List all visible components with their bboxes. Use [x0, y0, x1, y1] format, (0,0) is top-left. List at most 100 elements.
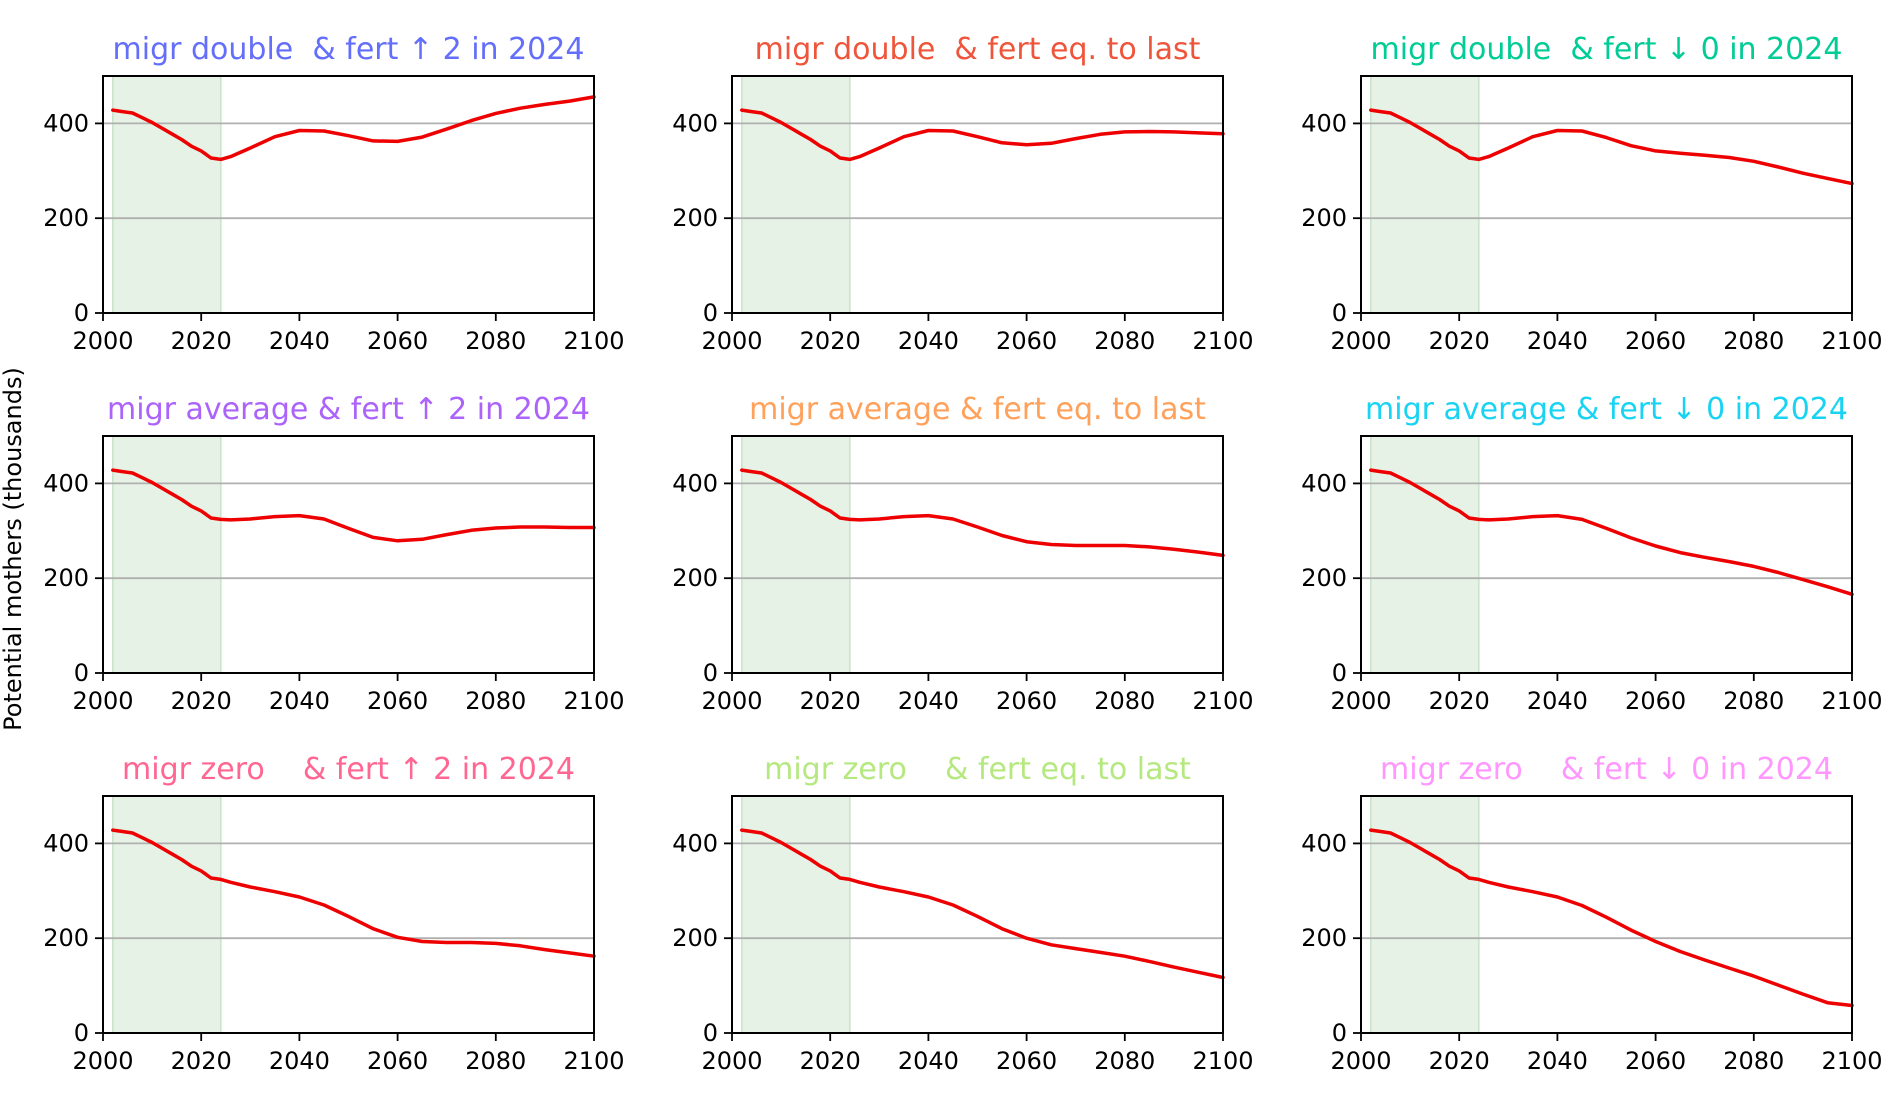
axes-frame — [102, 75, 595, 314]
highlight-span — [112, 75, 222, 314]
x-tick-label: 2100 — [1821, 687, 1882, 715]
x-tick-label: 2100 — [563, 327, 624, 355]
x-tick-label: 2080 — [1094, 327, 1155, 355]
panel-5: 2000 2020 2040 2060 2080 2100 0 200 400 migr aver… — [672, 392, 1253, 715]
x-tick-label: 2000 — [72, 1047, 133, 1075]
panel-4: 2000 2020 2040 2060 2080 2100 0 200 400 migr aver… — [43, 392, 624, 715]
y-tick-label: 400 — [1301, 829, 1347, 857]
y-tick-label: 400 — [1301, 109, 1347, 137]
x-tick-label: 2000 — [701, 1047, 762, 1075]
x-tick-label: 2080 — [1094, 687, 1155, 715]
panel-title: migr zero & fert ↑ 2 in 2024 — [122, 752, 575, 787]
x-tick-label: 2080 — [1723, 1047, 1784, 1075]
x-tick-label: 2020 — [800, 327, 861, 355]
panel-9: 2000 2020 2040 2060 2080 2100 0 200 400 migr zero… — [1301, 752, 1882, 1075]
y-tick-label: 0 — [703, 299, 718, 327]
y-tick-label: 400 — [672, 109, 718, 137]
x-tick-label: 2020 — [1429, 327, 1490, 355]
y-tick-label: 0 — [703, 659, 718, 687]
highlight-span — [1370, 435, 1480, 674]
y-tick-label: 200 — [672, 564, 718, 592]
y-tick-label: 400 — [43, 469, 89, 497]
panel-8: 2000 2020 2040 2060 2080 2100 0 200 400 migr zero… — [672, 752, 1253, 1075]
panel-title: migr average & fert ↑ 2 in 2024 — [107, 392, 590, 427]
axes-frame — [731, 435, 1224, 674]
x-tick-label: 2080 — [1094, 1047, 1155, 1075]
y-tick-label: 200 — [43, 204, 89, 232]
x-tick-label: 2000 — [701, 687, 762, 715]
x-tick-label: 2080 — [465, 1047, 526, 1075]
x-tick-label: 2020 — [171, 1047, 232, 1075]
panel-title: migr double & fert ↑ 2 in 2024 — [113, 32, 585, 67]
y-tick-label: 0 — [74, 1019, 89, 1047]
panel-7: 2000 2020 2040 2060 2080 2100 0 200 400 migr zero… — [43, 752, 624, 1075]
y-tick-label: 400 — [672, 469, 718, 497]
series-line — [740, 468, 1225, 558]
series-line — [111, 468, 596, 543]
panel-2: 2000 2020 2040 2060 2080 2100 0 200 400 migr doub… — [672, 32, 1253, 355]
y-tick-label: 0 — [1332, 299, 1347, 327]
x-tick-label: 2020 — [171, 327, 232, 355]
x-tick-label: 2080 — [1723, 687, 1784, 715]
x-tick-label: 2060 — [1625, 1047, 1686, 1075]
y-tick-label: 400 — [43, 829, 89, 857]
series-line — [1369, 108, 1854, 186]
x-tick-label: 2040 — [269, 327, 330, 355]
x-tick-label: 2020 — [800, 1047, 861, 1075]
x-tick-label: 2020 — [171, 687, 232, 715]
panel-title: migr average & fert eq. to last — [749, 392, 1206, 427]
x-tick-label: 2040 — [269, 1047, 330, 1075]
x-tick-label: 2060 — [367, 327, 428, 355]
x-tick-label: 2040 — [898, 327, 959, 355]
y-tick-label: 0 — [74, 659, 89, 687]
x-tick-label: 2080 — [465, 327, 526, 355]
panel-title: migr double & fert eq. to last — [755, 32, 1201, 67]
y-tick-label: 200 — [1301, 564, 1347, 592]
axes-frame — [1360, 435, 1853, 674]
highlight-span — [112, 435, 222, 674]
x-tick-label: 2040 — [898, 687, 959, 715]
axes-frame — [1360, 795, 1853, 1034]
y-tick-label: 200 — [672, 924, 718, 952]
x-tick-label: 2000 — [1330, 687, 1391, 715]
x-tick-label: 2020 — [800, 687, 861, 715]
x-tick-label: 2040 — [269, 687, 330, 715]
panel-title: migr zero & fert eq. to last — [764, 752, 1191, 787]
x-tick-label: 2020 — [1429, 687, 1490, 715]
axes-frame — [102, 435, 595, 674]
axes-frame — [102, 795, 595, 1034]
x-tick-label: 2000 — [72, 327, 133, 355]
panel-3: 2000 2020 2040 2060 2080 2100 0 200 400 migr doub… — [1301, 32, 1882, 355]
series-line — [740, 108, 1225, 162]
y-tick-label: 0 — [1332, 1019, 1347, 1047]
x-tick-label: 2080 — [465, 687, 526, 715]
y-tick-label: 400 — [1301, 469, 1347, 497]
y-tick-label: 0 — [703, 1019, 718, 1047]
highlight-span — [112, 795, 222, 1034]
y-tick-label: 0 — [74, 299, 89, 327]
x-tick-label: 2060 — [367, 687, 428, 715]
x-tick-label: 2100 — [1192, 687, 1253, 715]
x-tick-label: 2100 — [1192, 327, 1253, 355]
x-tick-label: 2000 — [72, 687, 133, 715]
x-tick-label: 2100 — [563, 1047, 624, 1075]
x-tick-label: 2060 — [1625, 327, 1686, 355]
y-tick-label: 200 — [43, 924, 89, 952]
panel-title: migr average & fert ↓ 0 in 2024 — [1365, 392, 1848, 427]
x-tick-label: 2100 — [1821, 327, 1882, 355]
x-tick-label: 2060 — [367, 1047, 428, 1075]
x-tick-label: 2020 — [1429, 1047, 1490, 1075]
axes-frame — [1360, 75, 1853, 314]
x-tick-label: 2000 — [1330, 327, 1391, 355]
x-tick-label: 2040 — [1527, 327, 1588, 355]
x-tick-label: 2000 — [1330, 1047, 1391, 1075]
x-tick-label: 2100 — [1192, 1047, 1253, 1075]
axes-frame — [731, 795, 1224, 1034]
series-line — [1369, 828, 1854, 1008]
x-tick-label: 2100 — [563, 687, 624, 715]
x-tick-label: 2060 — [996, 327, 1057, 355]
highlight-span — [1370, 795, 1480, 1034]
y-tick-label: 200 — [43, 564, 89, 592]
